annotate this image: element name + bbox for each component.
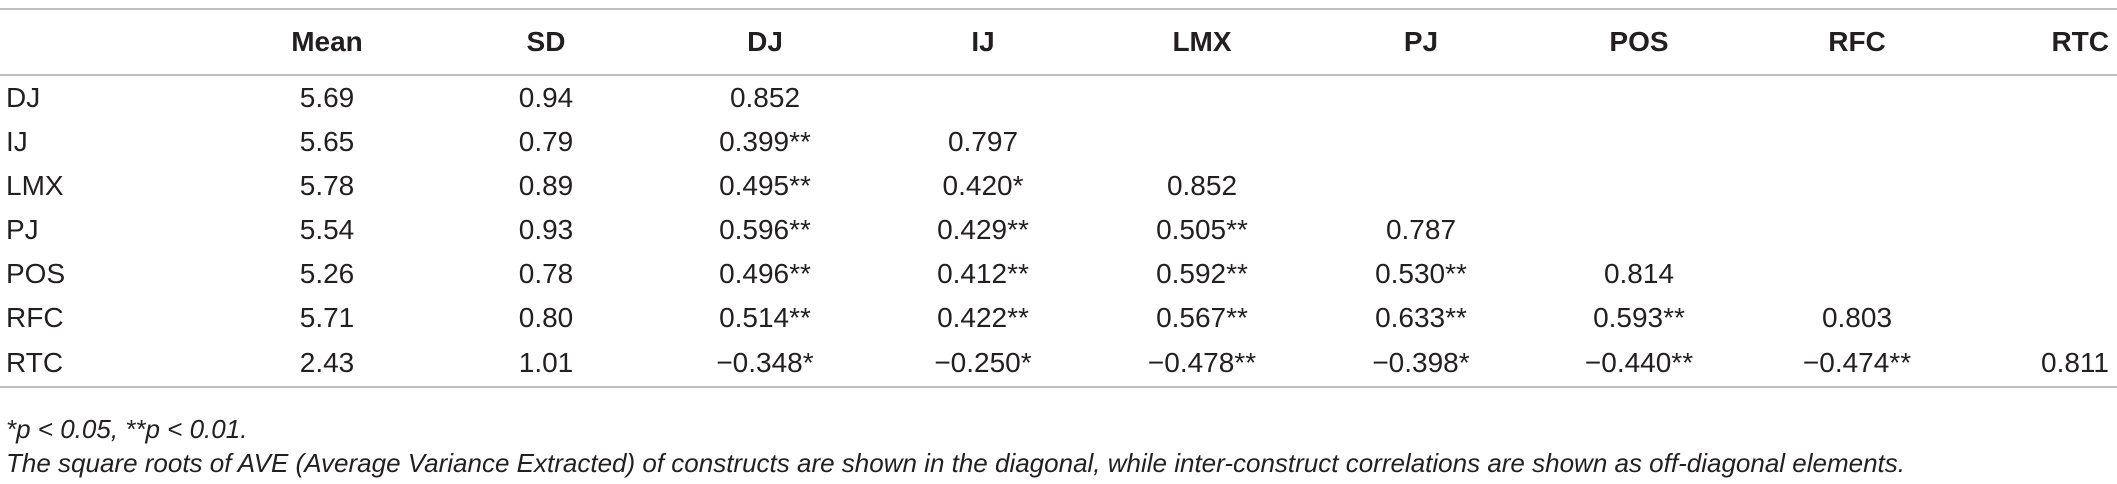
row-label: LMX	[6, 170, 64, 201]
table-cell	[874, 75, 1092, 120]
table-cell	[1966, 164, 2117, 208]
table-cell: 0.505**	[1156, 214, 1248, 245]
header-cell-sd: SD	[436, 8, 656, 76]
table-cell: 0.787	[1385, 214, 1457, 245]
table-cell: 1.01	[436, 340, 656, 388]
table-row: LMX 5.78 0.89 0.495** 0.420* 0.852	[0, 164, 2117, 208]
table-cell: 0.78	[518, 258, 574, 289]
table-cell: 0.852	[729, 82, 801, 113]
table-cell	[1966, 75, 2117, 120]
table-cell: 0.514**	[719, 302, 811, 333]
header-cell-rfc: RFC	[1748, 8, 1966, 76]
row-label: RTC	[0, 340, 218, 388]
table-cell: 0.496**	[719, 258, 811, 289]
table-cell	[1748, 75, 1966, 120]
table-cell: 5.26	[299, 258, 355, 289]
row-label: DJ	[6, 82, 41, 113]
table-cell: 0.852	[1166, 170, 1238, 201]
table-cell	[1092, 120, 1312, 164]
table-cell: −0.440**	[1530, 340, 1748, 388]
table-row: PJ 5.54 0.93 0.596** 0.429** 0.505** 0.787	[0, 208, 2117, 252]
correlation-table: Mean SD DJ IJ LMX PJ POS RFC RTC DJ 5.69 0.94 0.852…	[0, 8, 2117, 388]
table-cell: −0.478**	[1092, 340, 1312, 388]
table-cell: −0.474**	[1748, 340, 1966, 388]
table-cell: 0.94	[518, 82, 574, 113]
header-cell-pos: POS	[1530, 8, 1748, 76]
table-notes: *p < 0.05, **p < 0.01. The square roots …	[6, 412, 1905, 480]
table-row: RTC 2.43 1.01 −0.348* −0.250* −0.478** −0.398*…	[0, 340, 2117, 388]
header-cell-ij: IJ	[874, 8, 1092, 76]
table-cell	[1748, 208, 1966, 252]
table-cell	[1312, 75, 1530, 120]
table-cell: 0.80	[518, 302, 574, 333]
table-cell: 0.633**	[1375, 302, 1467, 333]
table-cell	[1530, 120, 1748, 164]
row-label: IJ	[6, 126, 28, 157]
table-row: RFC 5.71 0.80 0.514** 0.422** 0.567** 0.633** 0…	[0, 296, 2117, 340]
table-cell: −0.348*	[656, 340, 874, 388]
table-cell	[1966, 208, 2117, 252]
table-cell: 0.429**	[937, 214, 1029, 245]
table-cell	[1966, 120, 2117, 164]
description-note: The square roots of AVE (Average Varianc…	[6, 448, 1906, 478]
table-cell	[1966, 296, 2117, 340]
table-cell: 5.69	[299, 82, 355, 113]
table-cell: 0.567**	[1156, 302, 1248, 333]
table-cell: 2.43	[218, 340, 436, 388]
table-cell	[1530, 164, 1748, 208]
table-row: IJ 5.65 0.79 0.399** 0.797	[0, 120, 2117, 164]
header-row: Mean SD DJ IJ LMX PJ POS RFC RTC	[0, 8, 2117, 76]
table-cell	[1530, 75, 1748, 120]
table-cell: 0.79	[518, 126, 574, 157]
header-cell-lmx: LMX	[1092, 8, 1312, 76]
table-cell	[1748, 120, 1966, 164]
table-cell: 0.495**	[719, 170, 811, 201]
header-cell-rtc: RTC	[1966, 8, 2117, 76]
table-cell	[1966, 252, 2117, 296]
table-body: DJ 5.69 0.94 0.852 IJ 5.65 0.79 0.399** 0.797 LMX…	[0, 75, 2117, 388]
table-cell	[1530, 208, 1748, 252]
table-header: Mean SD DJ IJ LMX PJ POS RFC RTC	[0, 8, 2117, 76]
table-cell	[1748, 252, 1966, 296]
table-cell	[1092, 75, 1312, 120]
table-cell: 0.399**	[719, 126, 811, 157]
table-cell: 0.811	[1966, 340, 2117, 388]
table-row: DJ 5.69 0.94 0.852	[0, 75, 2117, 120]
table-cell: 5.78	[299, 170, 355, 201]
table-cell: 0.593**	[1593, 302, 1685, 333]
table-cell: 0.596**	[719, 214, 811, 245]
row-label: PJ	[6, 214, 39, 245]
header-cell-pj: PJ	[1312, 8, 1530, 76]
header-cell-empty	[0, 8, 218, 76]
table-cell: 0.530**	[1375, 258, 1467, 289]
table-row: POS 5.26 0.78 0.496** 0.412** 0.592** 0.530** 0…	[0, 252, 2117, 296]
table-cell: 0.797	[947, 126, 1019, 157]
table-cell: 0.592**	[1156, 258, 1248, 289]
table-cell: 0.412**	[937, 258, 1029, 289]
table-cell	[1312, 120, 1530, 164]
header-cell-dj: DJ	[656, 8, 874, 76]
table-cell: 5.65	[299, 126, 355, 157]
table-cell: 5.71	[299, 302, 355, 333]
table-cell	[1312, 164, 1530, 208]
row-label: RFC	[6, 302, 64, 333]
table-cell	[1748, 164, 1966, 208]
header-cell-mean: Mean	[218, 8, 436, 76]
table-cell: −0.250*	[874, 340, 1092, 388]
table-cell: 0.814	[1603, 258, 1675, 289]
table-cell: 0.420*	[942, 170, 1024, 201]
table-cell: 0.803	[1821, 302, 1893, 333]
table-cell: 5.54	[299, 214, 355, 245]
row-label: POS	[6, 258, 66, 289]
significance-note: *p < 0.05, **p < 0.01.	[6, 414, 248, 444]
table-cell: −0.398*	[1312, 340, 1530, 388]
table-cell: 0.93	[518, 214, 574, 245]
table-cell: 0.89	[518, 170, 574, 201]
table-cell: 0.422**	[937, 302, 1029, 333]
